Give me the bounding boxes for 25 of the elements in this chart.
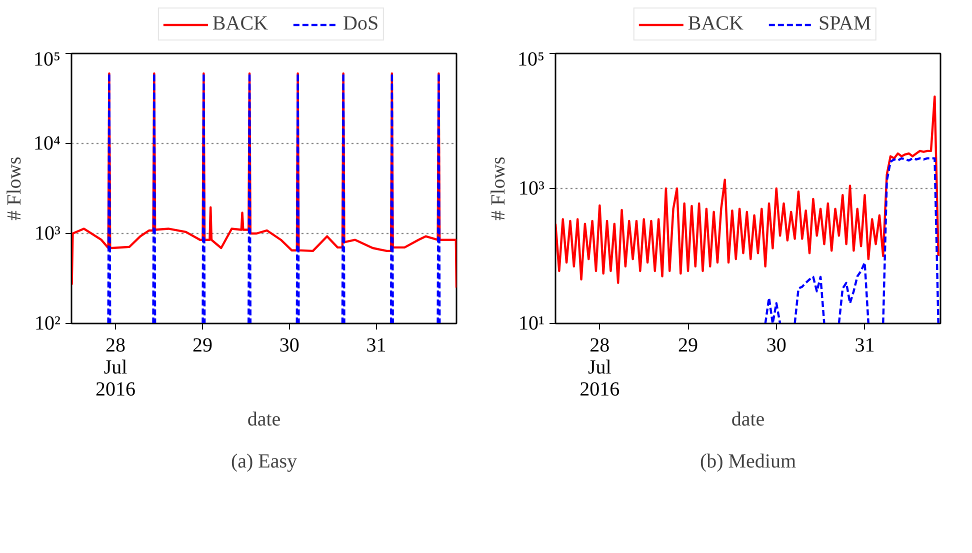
text: (b) Medium bbox=[700, 450, 796, 472]
y-tick-label: 10⁵ bbox=[518, 48, 545, 70]
y-axis-title: # Flows bbox=[4, 156, 26, 220]
x-tick-label: 30 bbox=[766, 334, 786, 356]
y-tick-label: 10⁵ bbox=[34, 48, 61, 70]
x-tick-label: 31 bbox=[854, 334, 875, 356]
x-tick-label: 29 bbox=[192, 334, 212, 356]
y-tick-label: 10² bbox=[34, 312, 61, 334]
legend-label: SPAM bbox=[818, 12, 872, 36]
x-tick-label: 29 bbox=[678, 334, 698, 356]
x-axis-title: date bbox=[731, 408, 765, 430]
x-tick-label: 31 bbox=[366, 334, 386, 356]
y-tick-label: 10¹ bbox=[518, 312, 545, 334]
legend-label: BACK bbox=[688, 12, 744, 36]
y-tick-label: 10³ bbox=[518, 178, 545, 200]
y-axis-title: # Flows bbox=[488, 156, 510, 220]
y-tick-label: 10³ bbox=[34, 222, 61, 244]
x-tick-label: 30 bbox=[279, 334, 300, 356]
legend-label: DoS bbox=[343, 12, 379, 36]
x-tick-label: 28 Jul 2016 bbox=[96, 334, 136, 400]
legend-label: BACK bbox=[212, 12, 268, 36]
y-tick-label: 10⁴ bbox=[34, 132, 61, 154]
x-tick-label: 28 Jul 2016 bbox=[580, 334, 620, 400]
text: (a) Easy bbox=[230, 450, 298, 472]
x-axis-title: date bbox=[247, 408, 281, 430]
